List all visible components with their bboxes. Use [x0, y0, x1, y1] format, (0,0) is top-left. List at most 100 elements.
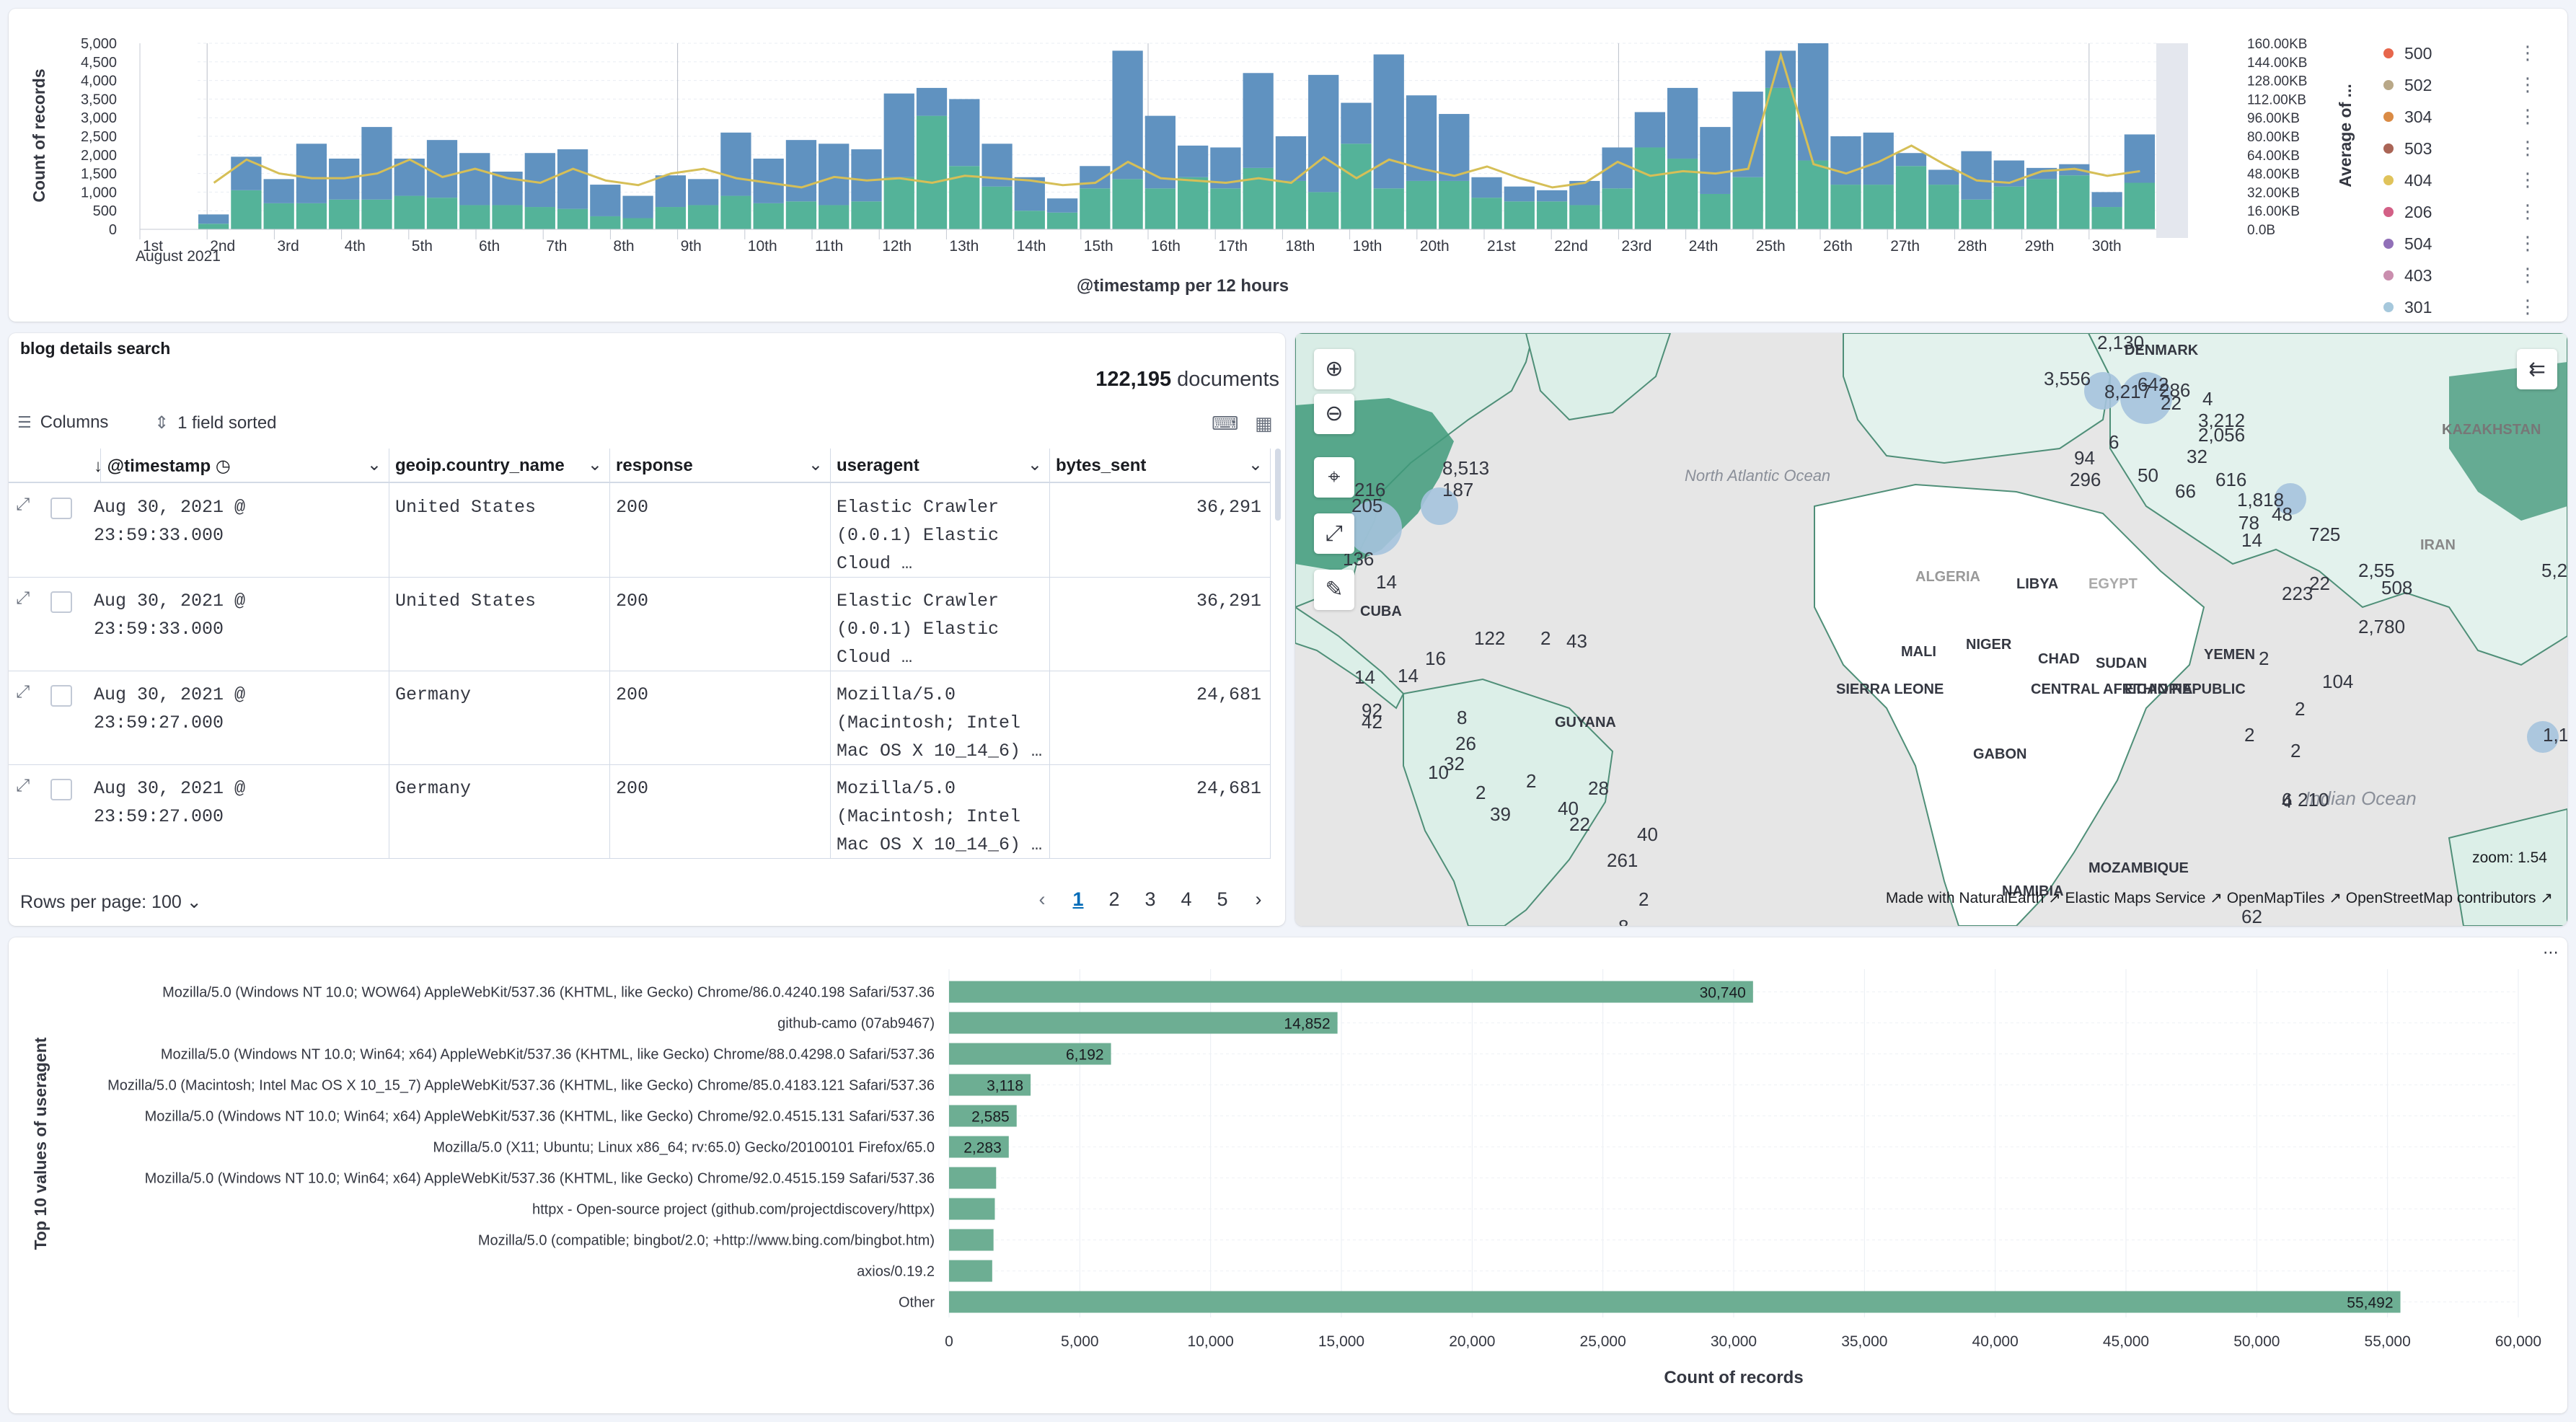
histogram-bar[interactable]: [361, 199, 392, 229]
histogram-bar[interactable]: [1275, 180, 1307, 229]
histogram-bar[interactable]: [2059, 175, 2090, 229]
histogram-bar[interactable]: [1210, 188, 1241, 229]
histogram-bar[interactable]: [1439, 114, 1470, 181]
useragent-bar[interactable]: [949, 1043, 1111, 1065]
legend-options-icon[interactable]: ⋮: [2518, 74, 2537, 95]
histogram-bar[interactable]: [1275, 136, 1307, 181]
legend-options-icon[interactable]: ⋮: [2518, 42, 2537, 63]
histogram-bar[interactable]: [688, 179, 719, 206]
histogram-bar[interactable]: [1830, 185, 1861, 229]
fullscreen-button[interactable]: ⤢: [1314, 513, 1354, 554]
expand-icon[interactable]: ⤢: [16, 588, 30, 608]
histogram-bar[interactable]: [296, 203, 327, 229]
histogram-bar[interactable]: [1895, 153, 1927, 167]
row-checkbox[interactable]: [50, 779, 72, 800]
legend-options-icon[interactable]: ⋮: [2518, 296, 2537, 317]
legend-label[interactable]: 504: [2404, 234, 2432, 253]
column-header-response[interactable]: response ⌄: [610, 449, 831, 483]
page-link[interactable]: 5: [1217, 888, 1228, 910]
histogram-bar[interactable]: [1667, 158, 1698, 229]
histogram-bar[interactable]: [1014, 211, 1045, 229]
histogram-bar[interactable]: [329, 199, 360, 229]
histogram-bar[interactable]: [198, 224, 229, 229]
page-link[interactable]: 4: [1181, 888, 1192, 910]
histogram-bar[interactable]: [1928, 185, 1959, 229]
prev-page-icon[interactable]: ‹: [1038, 888, 1046, 910]
histogram-bar[interactable]: [590, 185, 621, 216]
histogram-bar[interactable]: [819, 143, 850, 206]
zoom-out-button[interactable]: ⊖: [1314, 394, 1354, 434]
legend-options-icon[interactable]: ⋮: [2518, 200, 2537, 222]
histogram-bar[interactable]: [1863, 185, 1894, 229]
useragent-bar[interactable]: [949, 1198, 995, 1220]
legend-label[interactable]: 503: [2404, 139, 2432, 158]
histogram-bar[interactable]: [982, 186, 1013, 229]
column-header-country[interactable]: geoip.country_name ⌄: [389, 449, 610, 483]
histogram-bar[interactable]: [1112, 179, 1143, 229]
toggle-legend-button[interactable]: ⇇: [2517, 349, 2557, 389]
histogram-bar[interactable]: [1243, 167, 1274, 229]
column-header-bytes-sent[interactable]: bytes_sent ⌄: [1050, 449, 1271, 483]
expand-icon[interactable]: ⤢: [16, 682, 30, 702]
draw-tools-button[interactable]: ✎: [1314, 570, 1354, 610]
useragent-bar[interactable]: [949, 1074, 1031, 1096]
keyboard-shortcuts-button[interactable]: ⌨: [1212, 412, 1239, 435]
histogram-bar[interactable]: [1961, 199, 1992, 229]
histogram-bar[interactable]: [1178, 145, 1209, 177]
histogram-bar[interactable]: [492, 205, 523, 229]
histogram-bar[interactable]: [459, 153, 490, 206]
attribution-link[interactable]: Elastic Maps Service: [2065, 890, 2206, 906]
legend-options-icon[interactable]: ⋮: [2518, 137, 2537, 159]
legend-options-icon[interactable]: ⋮: [2518, 232, 2537, 254]
histogram-bar[interactable]: [949, 99, 980, 167]
legend-options-icon[interactable]: ⋮: [2518, 264, 2537, 286]
histogram-bar[interactable]: [883, 93, 914, 177]
panel-options-icon[interactable]: ⋯: [2543, 943, 2559, 961]
histogram-bar[interactable]: [1700, 193, 1731, 229]
histogram-bar[interactable]: [1830, 136, 1861, 185]
histogram-bar[interactable]: [524, 207, 555, 229]
histogram-bar[interactable]: [982, 143, 1013, 187]
histogram-bar[interactable]: [1798, 160, 1829, 229]
histogram-bar[interactable]: [1439, 180, 1470, 229]
attribution-link[interactable]: Made with NaturalEarth: [1885, 890, 2045, 906]
histogram-bar[interactable]: [1373, 188, 1404, 229]
useragent-bar[interactable]: [949, 981, 1753, 1003]
histogram-bar[interactable]: [1243, 73, 1274, 168]
histogram-bar[interactable]: [2124, 182, 2155, 230]
histogram-bar[interactable]: [394, 195, 425, 229]
legend-label[interactable]: 500: [2404, 44, 2432, 63]
histogram-bar[interactable]: [1341, 102, 1372, 144]
histogram-bar[interactable]: [1863, 132, 1894, 185]
histogram-bar[interactable]: [785, 140, 817, 202]
legend-options-icon[interactable]: ⋮: [2518, 105, 2537, 127]
row-checkbox[interactable]: [50, 591, 72, 613]
histogram-bar[interactable]: [1308, 74, 1339, 193]
histogram-bar[interactable]: [883, 177, 914, 229]
histogram-bar[interactable]: [1536, 201, 1568, 229]
histogram-bar[interactable]: [1634, 112, 1665, 148]
histogram-bar[interactable]: [1569, 205, 1600, 229]
zoom-in-button[interactable]: ⊕: [1314, 349, 1354, 389]
useragent-bar[interactable]: [949, 1105, 1017, 1127]
histogram-bar[interactable]: [916, 87, 948, 116]
histogram-bar[interactable]: [1178, 177, 1209, 229]
histogram-bar[interactable]: [1471, 198, 1502, 229]
histogram-bar[interactable]: [2026, 179, 2057, 229]
page-link[interactable]: 3: [1144, 888, 1156, 910]
legend-label[interactable]: 403: [2404, 266, 2432, 285]
histogram-bar[interactable]: [1144, 115, 1175, 189]
fullscreen-grid-button[interactable]: ▦: [1255, 412, 1273, 435]
histogram-bar[interactable]: [1341, 143, 1372, 229]
histogram-bar[interactable]: [524, 153, 555, 208]
attribution-link[interactable]: OpenStreetMap contributors: [2345, 890, 2536, 906]
histogram-bar[interactable]: [916, 115, 948, 229]
sort-button[interactable]: ⇕ 1 field sorted: [154, 412, 277, 433]
histogram-bar[interactable]: [426, 140, 458, 198]
histogram-bar[interactable]: [851, 149, 882, 202]
histogram-bar[interactable]: [688, 205, 719, 229]
histogram-bar[interactable]: [557, 149, 588, 209]
histogram-bar[interactable]: [1993, 186, 2024, 229]
cluster-marker[interactable]: [2120, 372, 2172, 424]
histogram-bar[interactable]: [2124, 134, 2155, 183]
